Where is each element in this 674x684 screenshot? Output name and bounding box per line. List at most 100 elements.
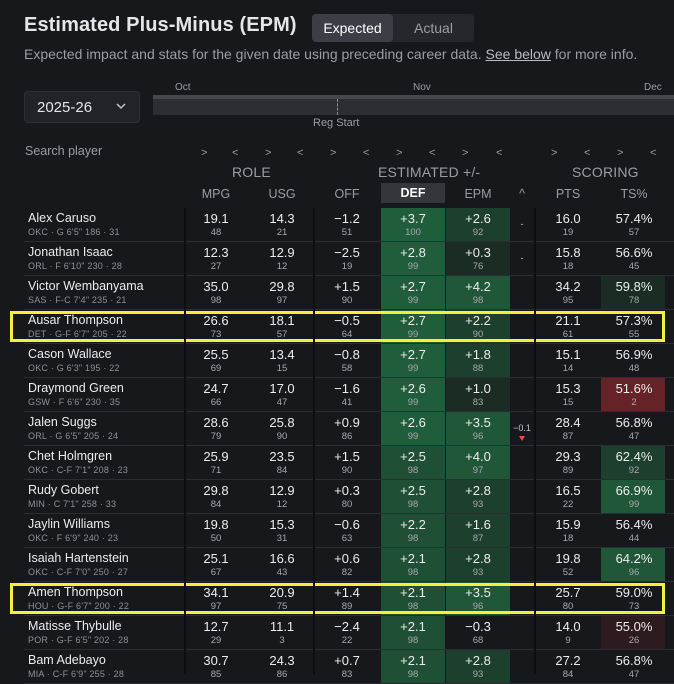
cell-mpg-rank: 85 [210, 669, 222, 680]
cell-epm: +0.3 [465, 245, 491, 260]
reg-start-label: Reg Start [313, 117, 360, 129]
col-pts[interactable]: PTS [555, 187, 581, 201]
cell-bg [446, 276, 510, 310]
chevron-right-icon[interactable]: > [551, 147, 558, 159]
player-name[interactable]: Victor Wembanyama [28, 279, 144, 293]
col-usg[interactable]: USG [268, 187, 296, 201]
cell-usg: 18.1 [269, 313, 295, 328]
tab-actual[interactable]: Actual [414, 20, 453, 36]
date-timeline[interactable]: Oct Nov Dec Reg Start [153, 82, 674, 132]
cell-bg [381, 480, 445, 514]
cell-off-rank: 80 [341, 499, 353, 510]
row-separator [24, 377, 674, 378]
cell-epm: +2.2 [465, 313, 491, 328]
cell-bg [381, 446, 445, 480]
cell-usg: 29.8 [269, 279, 295, 294]
tab-expected[interactable]: Expected [312, 14, 393, 42]
player-name[interactable]: Chet Holmgren [28, 449, 113, 463]
chevron-left-icon[interactable]: < [232, 147, 239, 159]
cell-pts-rank: 89 [562, 465, 574, 476]
player-name[interactable]: Matisse Thybulle [28, 619, 122, 633]
cell-usg: 20.9 [269, 585, 295, 600]
cell-epm: −0.3 [465, 619, 491, 634]
chevron-right-icon[interactable]: > [201, 147, 208, 159]
cell-bg [601, 480, 665, 514]
chevron-left-icon[interactable]: < [650, 147, 657, 159]
chevron-left-icon[interactable]: < [496, 147, 503, 159]
season-select[interactable]: 2025-26 [24, 91, 140, 123]
cell-bg [381, 514, 445, 548]
chevron-right-icon[interactable]: > [330, 147, 337, 159]
col-mpg[interactable]: MPG [201, 187, 231, 201]
player-name[interactable]: Alex Caruso [28, 211, 97, 225]
cell-bg [446, 480, 510, 514]
row-separator [24, 343, 674, 344]
cell-off: +0.3 [334, 483, 360, 498]
col-ts[interactable]: TS% [620, 187, 648, 201]
cell-usg-rank: 90 [276, 431, 288, 442]
chevron-left-icon[interactable]: < [584, 147, 591, 159]
col-off[interactable]: OFF [334, 187, 360, 201]
player-name[interactable]: Bam Adebayo [28, 653, 106, 667]
chevron-right-icon[interactable]: > [396, 147, 403, 159]
player-name[interactable]: Cason Wallace [28, 347, 112, 361]
chevron-right-icon[interactable]: > [617, 147, 624, 159]
cell-epm-rank: 96 [472, 601, 484, 612]
cell-ts-rank: 78 [628, 295, 640, 306]
cell-ts: 62.4% [615, 449, 653, 464]
player-info: OKC · C-F 7'0" 250 · 27 [28, 567, 129, 577]
player-name[interactable]: Jalen Suggs [28, 415, 97, 429]
cell-epm: +1.6 [465, 517, 491, 532]
cell-off: +1.4 [334, 585, 360, 600]
chevron-left-icon[interactable]: < [363, 147, 370, 159]
chevron-right-icon[interactable]: > [462, 147, 469, 159]
cell-off: +1.5 [334, 449, 360, 464]
cell-ts-rank: 92 [628, 465, 640, 476]
cell-ts: 59.0% [615, 585, 653, 600]
cell-mpg: 25.1 [203, 551, 229, 566]
player-info: DET · G-F 6'7" 205 · 22 [28, 329, 127, 339]
player-name[interactable]: Rudy Gobert [28, 483, 99, 497]
change-indicator: - [520, 219, 524, 229]
cell-usg: 13.4 [269, 347, 295, 362]
cell-mpg-rank: 67 [210, 567, 222, 578]
cell-off-rank: 90 [341, 465, 353, 476]
divider [534, 208, 536, 674]
chevron-right-icon[interactable]: > [265, 147, 272, 159]
cell-epm-rank: 97 [472, 465, 484, 476]
player-name[interactable]: Isaiah Hartenstein [28, 551, 129, 565]
player-name[interactable]: Jonathan Isaac [28, 245, 113, 259]
cell-pts: 29.3 [555, 449, 581, 464]
cell-off-rank: 86 [341, 431, 353, 442]
chevron-left-icon[interactable]: < [297, 147, 304, 159]
player-name[interactable]: Jaylin Williams [28, 517, 110, 531]
cell-off-rank: 89 [341, 601, 353, 612]
col-epm[interactable]: EPM [464, 187, 492, 201]
timeline-track[interactable] [153, 99, 674, 115]
cell-pts-rank: 18 [562, 533, 574, 544]
search-player-input[interactable]: Search player [25, 144, 103, 158]
cell-mpg: 28.6 [203, 415, 229, 430]
col-def[interactable]: DEF [381, 183, 445, 203]
col-change[interactable]: ^ [519, 187, 525, 201]
player-name[interactable]: Ausar Thompson [28, 313, 123, 327]
cell-def-rank: 98 [407, 669, 419, 680]
highlight-box [10, 311, 665, 342]
cell-bg [601, 616, 665, 650]
cell-ts: 64.2% [615, 551, 653, 566]
cell-mpg: 29.8 [203, 483, 229, 498]
see-below-link[interactable]: See below [485, 46, 551, 62]
cell-bg [446, 344, 510, 378]
cell-bg [381, 582, 445, 616]
cell-usg-rank: 21 [276, 227, 288, 238]
cell-ts-rank: 73 [628, 601, 640, 612]
cell-off: +0.6 [334, 551, 360, 566]
row-separator [24, 445, 674, 446]
cell-ts-rank: 96 [628, 567, 640, 578]
cell-def-rank: 99 [407, 397, 419, 408]
player-name[interactable]: Amen Thompson [28, 585, 123, 599]
cell-epm-rank: 90 [472, 329, 484, 340]
player-name[interactable]: Draymond Green [28, 381, 124, 395]
chevron-left-icon[interactable]: < [429, 147, 436, 159]
cell-off: −0.8 [334, 347, 360, 362]
